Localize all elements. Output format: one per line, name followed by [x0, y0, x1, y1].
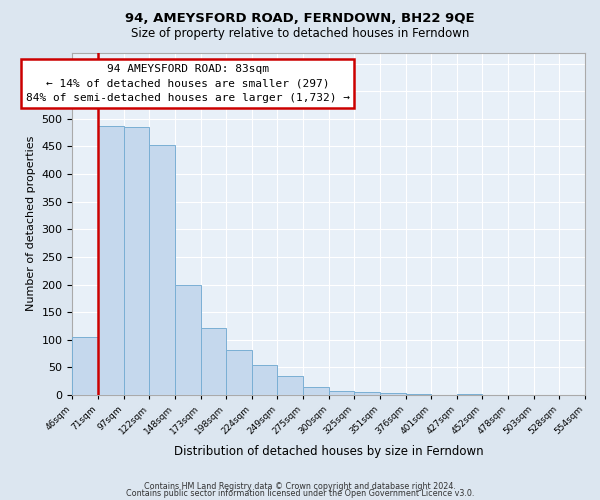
- Y-axis label: Number of detached properties: Number of detached properties: [26, 136, 36, 312]
- Bar: [175, 284, 200, 395]
- Bar: [303, 387, 329, 395]
- Bar: [329, 390, 355, 395]
- Bar: [277, 376, 303, 395]
- Text: 94 AMEYSFORD ROAD: 83sqm
← 14% of detached houses are smaller (297)
84% of semi-: 94 AMEYSFORD ROAD: 83sqm ← 14% of detach…: [26, 64, 350, 103]
- Text: Contains HM Land Registry data © Crown copyright and database right 2024.: Contains HM Land Registry data © Crown c…: [144, 482, 456, 491]
- Bar: [149, 146, 175, 395]
- Bar: [73, 337, 98, 395]
- Bar: [431, 394, 457, 395]
- Bar: [124, 127, 149, 395]
- Bar: [355, 392, 380, 395]
- Bar: [200, 328, 226, 395]
- Bar: [380, 394, 406, 395]
- Bar: [457, 394, 482, 395]
- X-axis label: Distribution of detached houses by size in Ferndown: Distribution of detached houses by size …: [174, 444, 484, 458]
- Bar: [226, 350, 252, 395]
- Text: Contains public sector information licensed under the Open Government Licence v3: Contains public sector information licen…: [126, 490, 474, 498]
- Bar: [252, 364, 277, 395]
- Text: Size of property relative to detached houses in Ferndown: Size of property relative to detached ho…: [131, 28, 469, 40]
- Bar: [98, 126, 124, 395]
- Text: 94, AMEYSFORD ROAD, FERNDOWN, BH22 9QE: 94, AMEYSFORD ROAD, FERNDOWN, BH22 9QE: [125, 12, 475, 26]
- Bar: [406, 394, 431, 395]
